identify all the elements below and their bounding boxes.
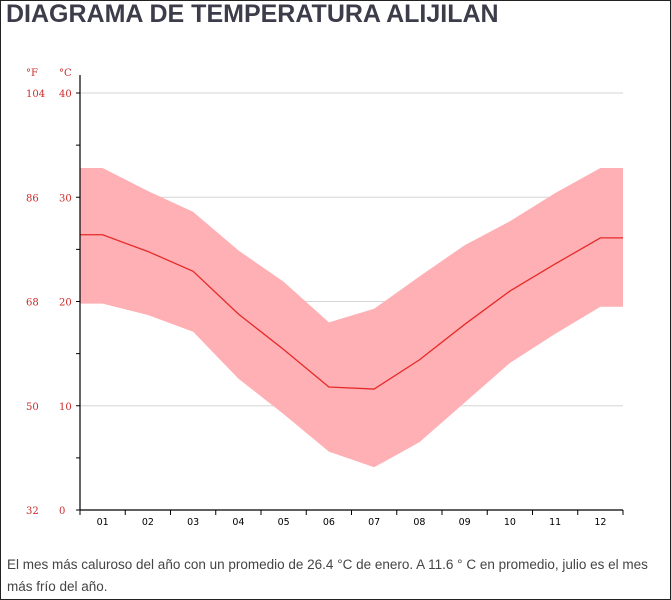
axis-labels: °F °C 104 40 86 30 68 20 50 10 32 0 01 02 03 04 05 06 07 08…	[26, 68, 606, 528]
celsius-tick-label: 20	[59, 298, 72, 309]
fahrenheit-tick-label: 86	[26, 193, 39, 204]
chart-axes	[76, 75, 624, 515]
celsius-tick-label: 10	[59, 402, 72, 413]
climate-description: El mes más caluroso del año con un prome…	[7, 557, 648, 594]
fahrenheit-tick-label: 50	[26, 402, 39, 413]
page-title: DIAGRAMA DE TEMPERATURA ALIJILAN	[6, 0, 499, 28]
fahrenheit-tick-label: 104	[26, 89, 45, 100]
temperature-range-band	[80, 168, 623, 468]
month-label: 06	[323, 517, 335, 528]
month-label: 08	[413, 517, 425, 528]
month-label: 05	[278, 517, 290, 528]
celsius-tick-label: 0	[59, 506, 65, 517]
month-label: 07	[368, 517, 380, 528]
min-max-range-area	[80, 168, 623, 468]
celsius-tick-label: 30	[59, 193, 72, 204]
month-label: 09	[459, 517, 471, 528]
average-temperature-line	[80, 234, 623, 390]
month-label: 12	[594, 517, 606, 528]
month-label: 03	[187, 517, 199, 528]
fahrenheit-tick-label: 68	[26, 298, 39, 309]
fahrenheit-tick-label: 32	[26, 506, 39, 517]
month-label: 01	[97, 517, 109, 528]
average-line	[80, 234, 623, 390]
celsius-tick-label: 40	[59, 89, 72, 100]
month-label: 04	[232, 517, 244, 528]
celsius-unit-label: °C	[59, 68, 72, 79]
month-label: 11	[549, 517, 561, 528]
temperature-chart: °F °C 104 40 86 30 68 20 50 10 32 0 01 02 03 04 05 06 07 08…	[26, 68, 624, 528]
month-label: 02	[142, 517, 154, 528]
month-label: 10	[504, 517, 516, 528]
fahrenheit-unit-label: °F	[26, 68, 38, 79]
